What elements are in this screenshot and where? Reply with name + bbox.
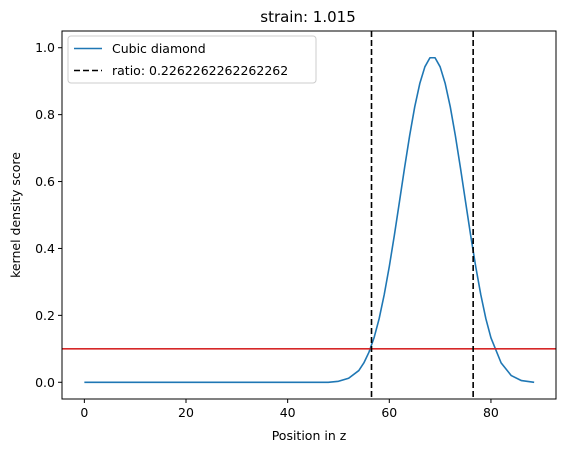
x-tick-label: 0 (80, 405, 88, 420)
y-axis-label: kernel density score (8, 152, 23, 278)
legend-box (67, 35, 317, 84)
legend-label-ratio: ratio: 0.2262262262262262 (112, 63, 288, 78)
series-line-cubic-diamond (84, 56, 535, 384)
plot-area (62, 31, 556, 399)
x-tick-label: 20 (178, 405, 194, 420)
x-axis-label: Position in z (272, 428, 347, 443)
y-tick-label: 0.4 (35, 241, 55, 256)
y-tick-label: 0.8 (35, 107, 55, 122)
y-axis-ticks: 0.0 0.2 0.4 0.6 0.8 1.0 (35, 40, 62, 390)
y-tick-label: 1.0 (35, 40, 55, 55)
x-axis-ticks: 0 20 40 60 80 (80, 399, 499, 420)
x-tick-label: 40 (280, 405, 296, 420)
chart-title: strain: 1.015 (260, 8, 356, 26)
plot-frame (61, 30, 557, 400)
legend-label-cubic-diamond: Cubic diamond (112, 41, 206, 56)
legend: Cubic diamond ratio: 0.2262262262262262 (67, 35, 317, 84)
y-tick-label: 0.0 (35, 375, 55, 390)
x-tick-label: 80 (483, 405, 499, 420)
y-tick-label: 0.6 (35, 174, 55, 189)
x-tick-label: 60 (381, 405, 397, 420)
y-tick-label: 0.2 (35, 308, 55, 323)
